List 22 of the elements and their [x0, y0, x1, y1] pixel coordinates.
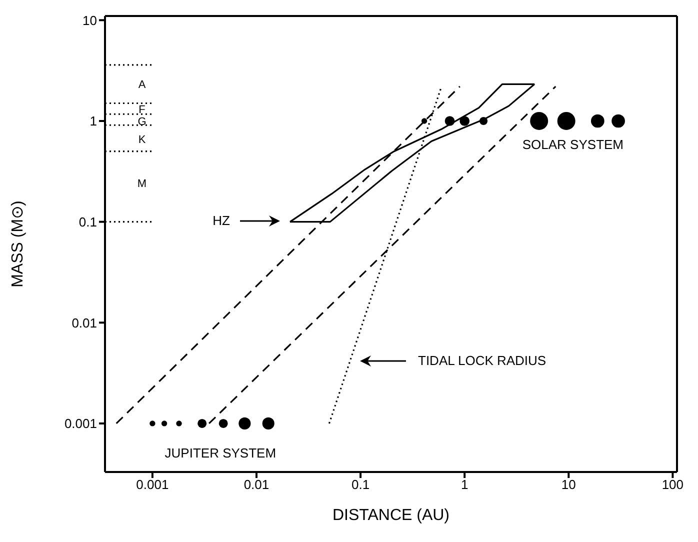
annotation: JUPITER SYSTEM: [164, 445, 276, 460]
y-tick-label: 0.001: [64, 416, 97, 432]
annotation: SOLAR SYSTEM: [522, 136, 624, 152]
x-tick-label: 0.001: [136, 477, 169, 492]
annotation: F: [138, 104, 146, 116]
annotation: K: [138, 134, 146, 146]
x-tick-label: 10: [561, 477, 576, 492]
x-tick-label: 100: [662, 477, 684, 492]
annotation: G: [138, 116, 146, 128]
x-tick-label: 1: [460, 477, 468, 492]
annotation: HZ: [212, 213, 230, 228]
annotation: A: [138, 79, 146, 91]
x-axis-title: DISTANCE (AU): [332, 507, 450, 524]
y-tick-label: 10: [82, 12, 97, 28]
x-tick-label: 0.1: [352, 477, 370, 492]
annotation: M: [137, 178, 147, 190]
y-tick-label: 0.1: [78, 214, 97, 230]
annotation: TIDAL LOCK RADIUS: [418, 353, 546, 368]
x-tick-label: 0.01: [244, 477, 270, 492]
y-tick-label: 1: [90, 114, 97, 129]
y-tick-label: 0.01: [72, 315, 97, 330]
y-axis-title: MASS (M⊙): [10, 200, 27, 288]
